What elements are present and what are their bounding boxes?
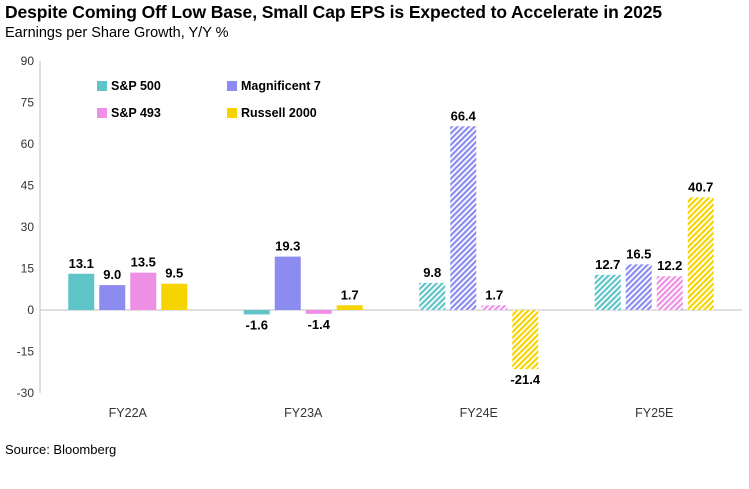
bar-russell-2000-fy23a — [336, 305, 363, 310]
axes-group: -30 -15 0 15 30 45 60 75 90 FY22A FY23A FY24E FY25E — [17, 54, 742, 420]
y-tick-label: 60 — [21, 137, 35, 151]
data-label-russell-2000-fy22a: 9.5 — [165, 266, 183, 281]
data-label-s-p-493-fy24e: 1.7 — [485, 287, 503, 302]
data-label-magnificent-7-fy24e: 66.4 — [451, 108, 477, 123]
y-tick-label: 90 — [21, 54, 35, 68]
bar-s-p-493-fy23a — [305, 310, 332, 314]
data-label-s-p-500-fy25e: 12.7 — [595, 257, 620, 272]
data-label-s-p-500-fy23a: -1.6 — [246, 317, 268, 332]
bar-s-p-500-fy23a — [243, 310, 270, 315]
legend-label-s-p-500: S&P 500 — [111, 79, 161, 93]
data-label-magnificent-7-fy25e: 16.5 — [626, 246, 651, 261]
source-note: Source: Bloomberg — [5, 442, 117, 457]
legend-background — [82, 74, 322, 130]
data-label-s-p-493-fy23a: -1.4 — [308, 317, 331, 332]
bar-magnificent-7-fy22a — [99, 285, 126, 310]
bar-s-p-493-fy24e — [481, 305, 508, 310]
bar-magnificent-7-fy24e — [450, 126, 477, 310]
legend-swatch-s-p-500 — [97, 81, 107, 91]
y-tick-label: -15 — [17, 345, 35, 359]
data-label-s-p-493-fy22a: 13.5 — [131, 255, 156, 270]
chart-subtitle: Earnings per Share Growth, Y/Y % — [5, 25, 229, 41]
data-label-russell-2000-fy25e: 40.7 — [688, 179, 713, 194]
y-tick-label: 15 — [21, 262, 35, 276]
bar-russell-2000-fy24e — [512, 310, 539, 370]
data-labels-group: 13.1 9.0 13.5 9.5 -1.6 19.3 -1.4 1.7 9.8 66.4 1.7 -… — [69, 108, 714, 387]
bar-russell-2000-fy25e — [687, 197, 714, 310]
bar-russell-2000-fy22a — [161, 283, 188, 310]
bar-s-p-493-fy25e — [656, 276, 683, 310]
x-tick-label-fy23a: FY23A — [284, 406, 323, 420]
x-tick-label-fy24e: FY24E — [460, 406, 498, 420]
data-label-s-p-500-fy24e: 9.8 — [423, 265, 441, 280]
data-label-magnificent-7-fy22a: 9.0 — [103, 267, 121, 282]
data-label-magnificent-7-fy23a: 19.3 — [275, 239, 300, 254]
legend-label-s-p-493: S&P 493 — [111, 106, 161, 120]
legend-label-magnificent-7: Magnificent 7 — [241, 79, 321, 93]
data-label-russell-2000-fy23a: 1.7 — [341, 287, 359, 302]
y-tick-label: 75 — [21, 96, 35, 110]
bar-s-p-500-fy24e — [419, 282, 446, 310]
x-tick-label-fy25e: FY25E — [635, 406, 673, 420]
bar-s-p-493-fy22a — [130, 272, 157, 310]
bars-group — [68, 126, 714, 370]
y-tick-label: 0 — [27, 303, 34, 317]
data-label-s-p-493-fy25e: 12.2 — [657, 258, 682, 273]
bar-s-p-500-fy22a — [68, 273, 95, 310]
bar-s-p-500-fy25e — [594, 274, 621, 310]
legend-swatch-s-p-493 — [97, 108, 107, 118]
legend: S&P 500 Magnificent 7 S&P 493 Russell 2000 — [82, 74, 322, 130]
y-tick-label: 45 — [21, 179, 35, 193]
data-label-s-p-500-fy22a: 13.1 — [69, 256, 94, 271]
bar-magnificent-7-fy23a — [274, 256, 301, 310]
x-tick-label-fy22a: FY22A — [109, 406, 148, 420]
y-tick-label: 30 — [21, 220, 35, 234]
legend-label-russell-2000: Russell 2000 — [241, 106, 317, 120]
y-tick-label: -30 — [17, 386, 35, 400]
data-label-russell-2000-fy24e: -21.4 — [510, 372, 540, 387]
legend-swatch-magnificent-7 — [227, 81, 237, 91]
bar-magnificent-7-fy25e — [625, 264, 652, 310]
legend-swatch-russell-2000 — [227, 108, 237, 118]
chart-title: Despite Coming Off Low Base, Small Cap E… — [5, 2, 662, 22]
